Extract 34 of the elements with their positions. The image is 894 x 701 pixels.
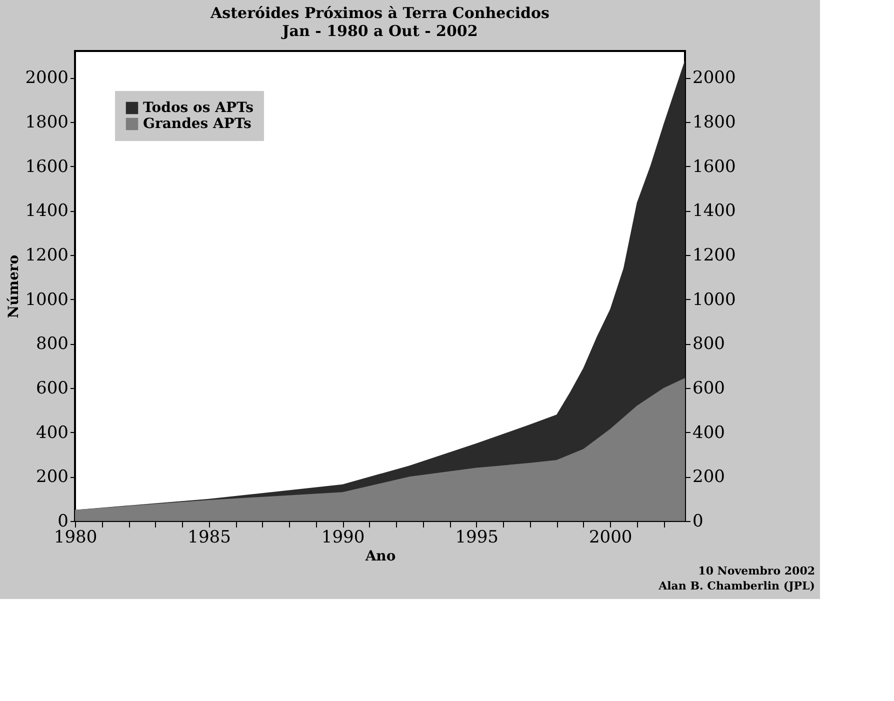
x-axis-title: Ano xyxy=(364,548,396,564)
text: 10 Novembro 2002 xyxy=(698,564,815,578)
y2-tick-label: 400 xyxy=(692,422,725,443)
y-tick-label: 800 xyxy=(36,334,68,354)
y-tick-label: 1400 xyxy=(25,201,68,222)
legend-label: Todos os APTs xyxy=(143,100,254,116)
y2-tick-label: 2000 xyxy=(692,68,736,88)
text: Alan B. Chamberlin (JPL) xyxy=(658,580,815,592)
y2-tick-label: 1600 xyxy=(692,156,736,177)
y2-tick-label: 0 xyxy=(692,512,704,532)
x-tick-label: 1995 xyxy=(455,528,498,548)
y2-tick-label: 200 xyxy=(692,467,725,488)
y-tick-label: 400 xyxy=(36,422,68,443)
y2-tick-label: 1200 xyxy=(692,245,736,266)
y-tick-label: 600 xyxy=(36,378,68,398)
x-tick-label: 1980 xyxy=(54,528,98,548)
y-tick-label: 1600 xyxy=(25,156,68,177)
x-tick-label: 1990 xyxy=(321,528,365,548)
y-tick-label: 200 xyxy=(36,467,68,488)
y2-tick-label: 1400 xyxy=(692,201,736,222)
y2-tick-label: 1000 xyxy=(692,290,736,310)
x-tick-label: 1985 xyxy=(188,528,231,548)
y-tick-label: 2000 xyxy=(25,68,68,88)
y-tick-label: 1200 xyxy=(25,245,68,266)
y2-tick-label: 1800 xyxy=(692,112,736,132)
chart-title: Asteróides Próximos à Terra Conhecidos xyxy=(210,4,550,22)
chart-subtitle: Jan - 1980 a Out - 2002 xyxy=(280,22,478,40)
y2-tick-label: 800 xyxy=(692,334,725,354)
y-tick-label: 1800 xyxy=(25,112,68,132)
y-tick-label: 1000 xyxy=(25,290,68,310)
x-tick-label: 2000 xyxy=(588,528,632,548)
y-axis-title: Número xyxy=(6,254,22,318)
y2-tick-label: 600 xyxy=(692,378,725,398)
legend-label: Grandes APTs xyxy=(143,116,252,132)
